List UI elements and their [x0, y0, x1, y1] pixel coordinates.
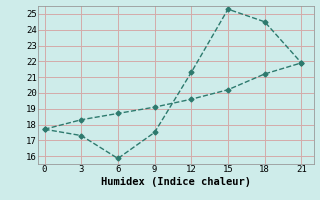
X-axis label: Humidex (Indice chaleur): Humidex (Indice chaleur): [101, 177, 251, 187]
